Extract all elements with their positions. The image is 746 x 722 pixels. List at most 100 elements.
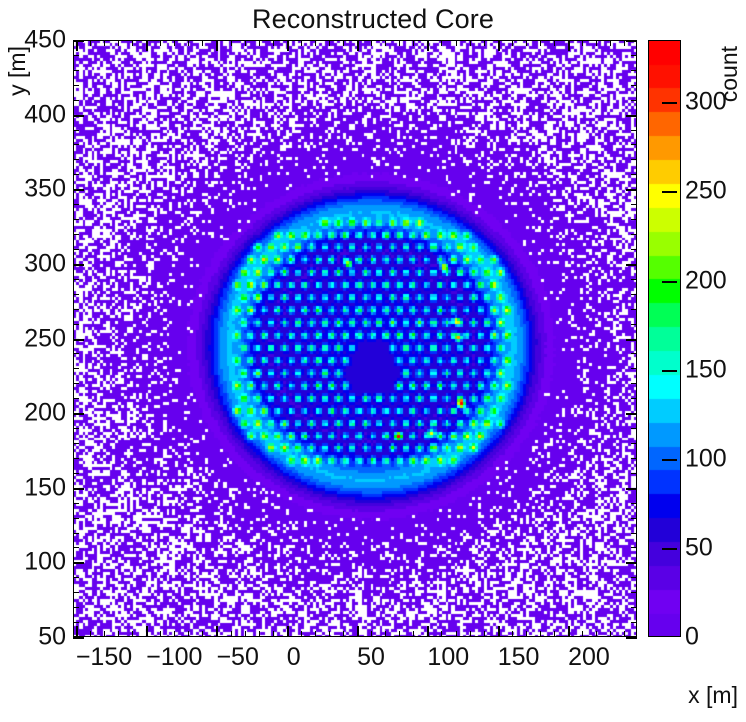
y-tick-minor: [73, 532, 79, 534]
x-tick-major: [357, 626, 360, 637]
x-tick-minor: [413, 631, 415, 637]
colorbar-tick: [662, 191, 677, 194]
y-tick-major-right: [626, 114, 637, 117]
y-tick-minor: [73, 323, 79, 325]
x-tick-minor-top: [132, 40, 134, 46]
x-tick-minor-top: [300, 40, 302, 46]
y-tick-label: 100: [24, 547, 66, 576]
y-tick-minor-right: [631, 159, 637, 161]
x-tick-major-top: [286, 40, 289, 51]
y-tick-minor: [73, 472, 79, 474]
colorbar-tick-label: 0: [685, 622, 699, 651]
y-tick-minor-right: [631, 308, 637, 310]
y-tick-minor: [73, 278, 79, 280]
y-tick-label: 50: [38, 622, 66, 651]
y-tick-minor: [73, 607, 79, 609]
x-tick-minor: [371, 631, 373, 637]
x-tick-minor: [455, 631, 457, 637]
y-tick-minor: [73, 174, 79, 176]
page-title: Reconstructed Core: [252, 4, 494, 34]
y-tick-major-right: [626, 263, 637, 266]
colorbar-tick-label: 200: [685, 266, 727, 295]
y-tick-minor-right: [631, 293, 637, 295]
x-tick-major-top: [75, 40, 78, 51]
y-tick-minor-right: [631, 607, 637, 609]
y-tick-major-right: [626, 40, 637, 42]
x-tick-major: [497, 626, 500, 637]
y-tick-minor-right: [631, 472, 637, 474]
x-tick-major: [568, 626, 571, 637]
colorbar-tick: [662, 458, 677, 461]
x-tick-minor-top: [230, 40, 232, 46]
x-tick-major-top: [427, 40, 430, 51]
y-tick-minor-right: [631, 457, 637, 459]
x-tick-major: [427, 626, 430, 637]
y-tick-minor: [73, 293, 79, 295]
x-tick-minor-top: [469, 40, 471, 46]
colorbar-tick: [662, 102, 677, 105]
y-tick-minor-right: [631, 69, 637, 71]
y-tick-minor: [73, 383, 79, 385]
x-tick-minor-top: [371, 40, 373, 46]
y-tick-label: 400: [24, 100, 66, 129]
y-tick-label: 250: [24, 324, 66, 352]
x-tick-minor-top: [89, 40, 91, 46]
x-tick-minor-top: [539, 40, 541, 46]
y-tick-minor-right: [631, 622, 637, 624]
x-tick-major: [216, 626, 219, 637]
y-tick-label: 350: [24, 174, 66, 203]
colorbar-tick: [662, 369, 677, 372]
x-tick-minor: [328, 631, 330, 637]
x-tick-minor: [343, 631, 345, 637]
x-tick-minor-top: [103, 40, 105, 46]
x-tick-minor: [483, 631, 485, 637]
x-tick-minor-top: [160, 40, 162, 46]
x-tick-minor-top: [525, 40, 527, 46]
x-tick-minor: [230, 631, 232, 637]
y-tick-minor-right: [631, 278, 637, 280]
y-tick-major-right: [626, 189, 637, 192]
colorbar-tick-label: 150: [685, 355, 727, 384]
y-tick-minor: [73, 577, 79, 579]
x-tick-minor: [89, 631, 91, 637]
y-tick-minor: [73, 84, 79, 86]
x-tick-minor-top: [441, 40, 443, 46]
x-tick-major-top: [146, 40, 149, 51]
x-tick-minor-top: [343, 40, 345, 46]
y-tick-major-right: [626, 562, 637, 565]
x-tick-minor-top: [399, 40, 401, 46]
x-tick-minor-top: [385, 40, 387, 46]
y-tick-major: [73, 413, 84, 416]
x-tick-minor: [469, 631, 471, 637]
x-tick-minor: [624, 631, 626, 637]
y-tick-major: [73, 338, 84, 341]
x-tick-minor-top: [258, 40, 260, 46]
y-tick-minor: [73, 54, 79, 56]
y-tick-minor-right: [631, 592, 637, 594]
colorbar-tick-label: 50: [685, 533, 713, 562]
x-tick-major-top: [216, 40, 219, 51]
x-tick-minor-top: [596, 40, 598, 46]
y-tick-minor-right: [631, 219, 637, 221]
y-tick-major: [73, 637, 84, 639]
y-tick-minor-right: [631, 428, 637, 430]
y-tick-major-right: [626, 637, 637, 639]
x-tick-minor: [610, 631, 612, 637]
y-tick-major-right: [626, 487, 637, 490]
x-tick-minor-top: [244, 40, 246, 46]
x-tick-minor-top: [554, 40, 556, 46]
x-tick-major-top: [497, 40, 500, 51]
y-tick-minor: [73, 308, 79, 310]
x-tick-minor: [525, 631, 527, 637]
y-tick-minor: [73, 368, 79, 370]
x-tick-minor: [202, 631, 204, 637]
x-axis-title: x [m]: [688, 682, 738, 708]
y-tick-minor: [73, 219, 79, 221]
y-tick-major-right: [626, 413, 637, 416]
y-tick-minor-right: [631, 84, 637, 86]
y-tick-minor-right: [631, 99, 637, 101]
plot-area: [73, 40, 637, 637]
y-tick-minor-right: [631, 323, 637, 325]
x-tick-minor: [132, 631, 134, 637]
y-tick-minor-right: [631, 532, 637, 534]
